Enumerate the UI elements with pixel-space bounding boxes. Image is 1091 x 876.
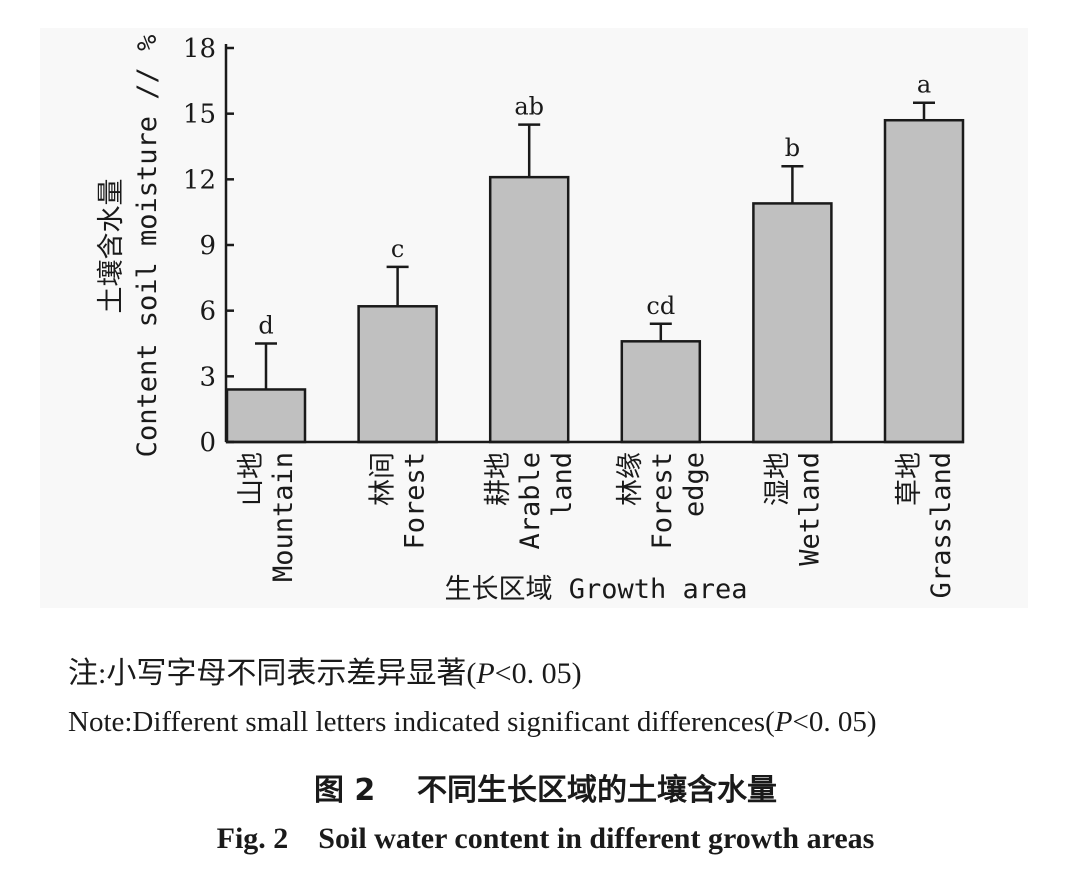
category-label-1-1: Forest (400, 452, 431, 550)
significance-label-1: c (391, 235, 404, 263)
category-label-2-0: 耕地 (483, 452, 514, 506)
significance-label-2: ab (514, 93, 544, 121)
y-tick-label-3: 9 (199, 231, 216, 261)
note-chinese: 注:小写字母不同表示差异显著(P<0. 05) (68, 648, 582, 692)
bar-1 (357, 305, 438, 444)
bar-2 (488, 175, 570, 444)
note-english: Note:Different small letters indicated s… (68, 706, 876, 739)
bar-0 (225, 388, 307, 444)
bar-3 (620, 340, 702, 444)
category-label-4-0: 湿地 (762, 452, 793, 506)
category-label-5-0: 草地 (894, 452, 925, 506)
y-tick-label-6: 18 (183, 34, 216, 64)
y-axis-title-en: Content soil moisture // % (132, 35, 163, 458)
note-cn-prefix: 注:小写字母不同表示差异显著( (68, 657, 477, 690)
note-en-p: P (774, 706, 793, 738)
category-label-0-1: Mountain (268, 452, 299, 582)
note-en-prefix: Note:Different small letters indicated s… (68, 706, 775, 738)
note-cn-suffix: <0. 05) (494, 657, 582, 690)
bar-4 (752, 202, 833, 444)
y-tick-label-4: 12 (183, 165, 216, 195)
category-label-4-1: Wetland (794, 452, 825, 566)
x-axis-title: 生长区域 Growth area (444, 574, 747, 605)
significance-label-0: d (258, 312, 273, 340)
category-label-3-1: Forest (647, 452, 678, 550)
y-axis-title-cn: 土壤含水量 (96, 179, 127, 314)
category-label-2-1: Arable (515, 452, 546, 550)
significance-label-5: a (917, 71, 931, 99)
y-tick-label-2: 6 (199, 297, 216, 327)
figure-caption-cn: 图 2 不同生长区域的土壤含水量 (313, 773, 778, 808)
y-tick-label-5: 15 (183, 100, 216, 130)
significance-label-3: cd (646, 292, 675, 320)
significance-label-4: b (785, 134, 800, 162)
note-en-suffix: <0. 05) (792, 706, 877, 738)
bar-5 (883, 118, 965, 444)
y-tick-label-1: 3 (199, 362, 216, 392)
category-label-2-2: land (547, 452, 578, 517)
axes-layer: 0 3 6 9 12 15 18 (183, 34, 964, 458)
bars-layer (225, 101, 965, 444)
category-label-1-0: 林间 (368, 452, 399, 506)
category-label-3-0: 林缘 (615, 452, 646, 506)
category-label-0-0: 山地 (236, 452, 267, 506)
y-tick-label-0: 0 (199, 428, 216, 458)
figure-caption-en: Fig. 2 Soil water content in different g… (216, 822, 875, 855)
category-label-3-2: edge (679, 452, 710, 517)
note-cn-p: P (476, 657, 495, 690)
category-label-5-1: Grassland (926, 452, 957, 598)
